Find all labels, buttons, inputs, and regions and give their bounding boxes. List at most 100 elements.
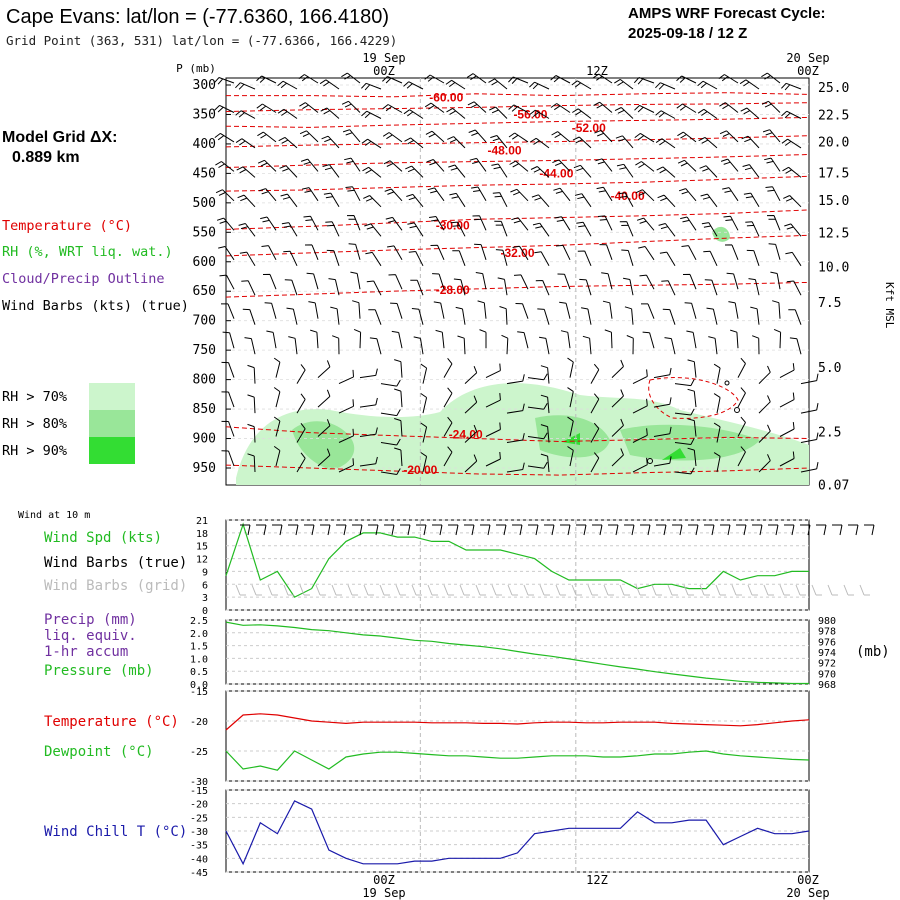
wind-barb xyxy=(283,250,298,267)
wind-barb xyxy=(338,428,354,443)
surface-wind-barb-grid xyxy=(763,584,774,596)
wind-barb xyxy=(273,445,281,467)
precip-pressure-right-tick: 972 xyxy=(818,659,836,670)
wind-barb xyxy=(488,78,508,90)
wind-barb xyxy=(537,308,550,325)
wind-barb xyxy=(581,307,592,325)
wind-barb xyxy=(506,374,525,385)
wind-barb xyxy=(411,308,424,325)
surface-wind-barb-grid xyxy=(619,584,630,596)
wind-barb xyxy=(730,329,739,349)
wind-barb xyxy=(540,365,550,384)
surface-wind-barb-true xyxy=(336,524,347,536)
wind-barb xyxy=(443,357,453,378)
wind-barb xyxy=(560,330,571,349)
wind-barb xyxy=(410,279,424,296)
legend-rh80-swatch xyxy=(89,410,135,437)
wind-barb xyxy=(256,103,277,113)
surface-wind-barb-true xyxy=(416,524,427,536)
surface-wind-barb-true xyxy=(352,524,363,536)
wind-barb xyxy=(221,391,235,408)
kft-tick-label: 12.5 xyxy=(818,226,849,241)
wind-barb xyxy=(684,302,697,319)
wind-barb xyxy=(779,451,795,467)
wind-barb xyxy=(737,446,746,467)
surface-wind-barb-grid xyxy=(267,584,278,596)
wind-barb xyxy=(348,243,361,260)
wind-barb xyxy=(726,272,739,290)
wind-barb xyxy=(382,132,403,143)
wind-barb xyxy=(430,244,445,261)
temperature-dewpoint-ytick: -15 xyxy=(190,687,208,698)
wind-barb xyxy=(752,335,760,355)
wind-barb xyxy=(383,160,403,172)
surface-wind-barb-grid xyxy=(699,584,710,596)
top-tick-12z: 12Z xyxy=(586,64,608,78)
wind-barb xyxy=(468,129,487,143)
wind-barb xyxy=(432,273,445,290)
temperature-dewpoint-ytick: -30 xyxy=(190,777,208,788)
wind-barb xyxy=(616,163,634,178)
surface-wind-barb-true xyxy=(368,524,379,536)
surface-wind-barb-true xyxy=(800,524,811,536)
wind-barb xyxy=(582,335,592,355)
wind-barb xyxy=(656,166,676,178)
wind-barb xyxy=(266,330,277,349)
wind-barb xyxy=(273,357,281,378)
wind-barb xyxy=(499,306,508,325)
wind-barb xyxy=(739,79,760,90)
wind-barb xyxy=(278,136,298,149)
wind-barb xyxy=(489,106,508,119)
wind-barb xyxy=(425,130,445,143)
wind-barb xyxy=(657,194,676,208)
wind-barb xyxy=(551,131,571,143)
wind-chill-ytick: -35 xyxy=(190,841,208,852)
surface-wind-barb-grid xyxy=(587,584,598,596)
wind-barb xyxy=(550,75,571,84)
wind-barb xyxy=(697,80,718,90)
wind-barb xyxy=(435,329,445,349)
wind-barb xyxy=(674,408,695,416)
surface-wind-barb-grid xyxy=(731,584,742,596)
wind-barb xyxy=(572,108,592,119)
legend-rh80-label: RH > 80% xyxy=(2,416,67,432)
wind-barb xyxy=(758,395,771,414)
wind-barb xyxy=(713,422,721,443)
wind-barb xyxy=(408,251,424,267)
wind-barb xyxy=(490,135,508,149)
pressure-tick-label: 700 xyxy=(193,314,216,329)
wind-barb xyxy=(782,166,802,178)
wind-barb xyxy=(299,130,319,143)
wind-barb xyxy=(779,363,795,379)
wind-barb xyxy=(555,244,571,261)
cloud-marker xyxy=(724,380,730,386)
wind-barb xyxy=(368,309,382,325)
wind-barb xyxy=(326,249,340,266)
rh-shading-area-3 xyxy=(620,424,760,461)
surface-wind-barb-grid xyxy=(747,584,758,596)
wind-barb xyxy=(655,110,676,119)
wind-barb xyxy=(539,336,550,355)
wind-barb xyxy=(420,422,428,443)
wind-speed-ytick: 6 xyxy=(202,580,208,591)
wind-barb xyxy=(214,104,235,113)
wind-chill-panel: -15 -20 -25 -30 -35 -40 -45 xyxy=(190,786,810,879)
wind-barb xyxy=(554,216,571,231)
surface-wind-barb-true xyxy=(784,524,795,536)
surface-wind-barb-grid xyxy=(539,584,550,596)
wind-barb xyxy=(464,366,478,384)
wind-barb xyxy=(708,336,718,355)
wind-barb xyxy=(779,422,795,437)
temperature-dewpoint-panel: -15 -20 -25 -30 xyxy=(190,687,810,788)
surface-wind-barb-true xyxy=(432,524,443,536)
temperature-contour--20.00 xyxy=(225,464,810,476)
precip-pressure-ytick: 0.0 xyxy=(190,680,208,691)
cloud-outline-contour xyxy=(648,377,739,419)
wind-barb xyxy=(509,160,529,172)
pressure-label: Pressure (mb) xyxy=(44,663,154,679)
surface-wind-barb-grid xyxy=(331,584,342,596)
wind-barb xyxy=(236,166,256,178)
wind-barb xyxy=(506,462,525,473)
surface-wind-barb-true xyxy=(576,524,587,536)
